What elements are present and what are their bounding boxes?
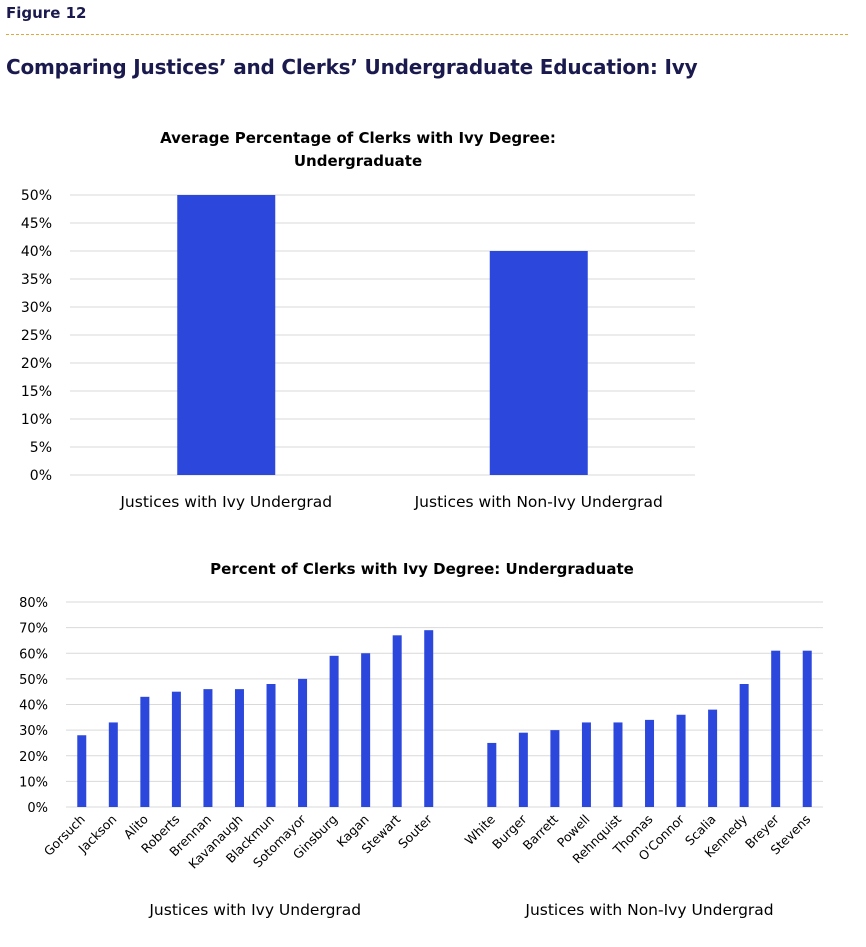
chart2-y-tick: 80%	[19, 596, 48, 611]
chart2-y-tick: 10%	[19, 775, 48, 790]
chart1-y-tick: 25%	[21, 328, 52, 344]
chart2-bar	[361, 653, 371, 807]
chart2-y-tick: 60%	[19, 647, 48, 662]
chart2-bar	[203, 689, 213, 807]
chart1-x-label: Justices with Ivy Undergrad	[119, 493, 332, 511]
chart2-bar	[298, 678, 308, 807]
chart2-bar	[424, 630, 434, 807]
figure-label: Figure 12	[6, 4, 87, 22]
page-title: Comparing Justices’ and Clerks’ Undergra…	[6, 55, 698, 79]
chart2-bar	[487, 742, 497, 807]
chart2-bar	[108, 722, 118, 807]
chart-average-ivy: Average Percentage of Clerks with Ivy De…	[21, 129, 695, 511]
header-divider	[6, 34, 848, 35]
chart2-title: Percent of Clerks with Ivy Degree: Under…	[210, 560, 634, 578]
chart2-group-label: Justices with Ivy Undergrad	[148, 901, 361, 919]
chart2-y-tick: 30%	[19, 724, 48, 739]
chart2-bar	[329, 655, 339, 807]
chart1-title-line2: Undergraduate	[294, 152, 422, 170]
chart2-y-tick: 50%	[19, 673, 48, 688]
chart1-y-tick: 10%	[21, 412, 52, 428]
chart2-bar	[518, 732, 528, 807]
chart1-y-tick: 30%	[21, 300, 52, 316]
chart1-y-tick: 20%	[21, 356, 52, 372]
chart1-bar	[489, 251, 588, 475]
chart2-bar	[581, 722, 591, 807]
chart2-y-tick: 0%	[27, 801, 48, 816]
chart2-bar	[613, 722, 623, 807]
chart2-bar	[676, 714, 686, 807]
chart1-y-tick: 50%	[21, 188, 52, 204]
chart2-bar	[234, 689, 244, 807]
chart1-title-line1: Average Percentage of Clerks with Ivy De…	[160, 129, 556, 147]
chart1-y-tick: 0%	[30, 468, 52, 484]
chart1-bar	[177, 195, 276, 475]
chart2-bar	[171, 691, 181, 807]
chart1-y-tick: 40%	[21, 244, 52, 260]
chart2-bar	[645, 719, 655, 807]
chart1-x-label: Justices with Non-Ivy Undergrad	[414, 493, 663, 511]
chart2-y-tick: 40%	[19, 699, 48, 714]
chart1-y-tick: 45%	[21, 216, 52, 232]
chart2-bar	[266, 684, 276, 807]
chart2-y-tick: 70%	[19, 622, 48, 637]
chart2-x-label: Souter	[395, 811, 435, 851]
chart1-y-tick: 15%	[21, 384, 52, 400]
chart2-bar	[140, 696, 150, 807]
chart2-bar	[739, 684, 749, 807]
chart2-y-tick: 20%	[19, 750, 48, 765]
chart1-y-tick: 35%	[21, 272, 52, 288]
chart2-x-label: Barrett	[520, 811, 561, 852]
chart2-bar	[771, 650, 781, 807]
chart2-group-label: Justices with Non-Ivy Undergrad	[524, 901, 773, 919]
chart2-bar	[550, 730, 560, 807]
chart2-bar	[802, 650, 812, 807]
chart2-bar	[708, 709, 718, 807]
chart2-bar	[77, 735, 87, 807]
chart2-bar	[392, 635, 402, 807]
chart1-y-tick: 5%	[30, 440, 52, 456]
